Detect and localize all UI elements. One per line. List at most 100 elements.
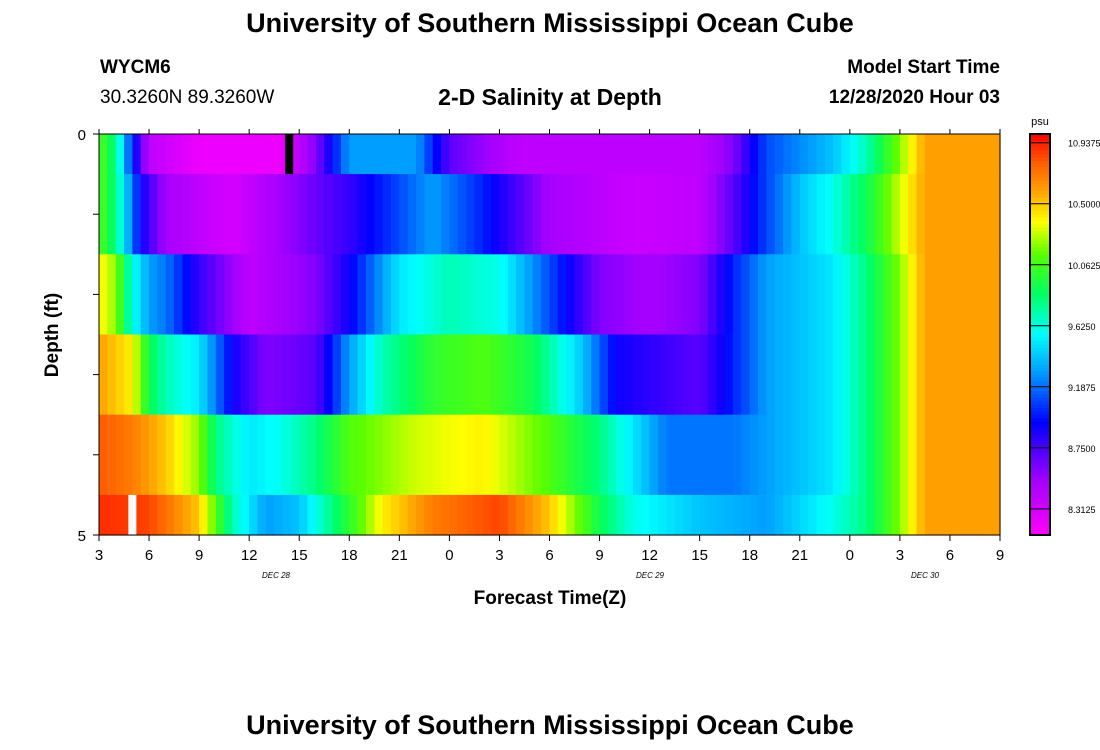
heatmap-cell-layer-1 bbox=[240, 174, 250, 255]
heatmap-cell-layer-5 bbox=[499, 494, 509, 536]
heatmap-cell-layer-5 bbox=[874, 494, 884, 536]
heatmap-cell-layer-5 bbox=[265, 494, 275, 536]
x-tick-label: 9 bbox=[595, 547, 603, 564]
heatmap-cell-layer-0 bbox=[991, 134, 1001, 175]
colorbar-segment bbox=[1030, 267, 1050, 272]
heatmap-cell-layer-2 bbox=[365, 254, 375, 336]
heatmap-cell-layer-0 bbox=[816, 134, 826, 175]
heatmap-cell-layer-5 bbox=[132, 494, 142, 536]
heatmap-cell-layer-5 bbox=[365, 494, 375, 536]
heatmap-cell-layer-5 bbox=[766, 494, 776, 536]
colorbar-segment bbox=[1030, 197, 1050, 202]
heatmap-cell-layer-2 bbox=[682, 254, 692, 336]
colorbar-segment bbox=[1030, 287, 1050, 292]
heatmap-cell-layer-3 bbox=[157, 334, 167, 416]
heatmap-cell-layer-1 bbox=[315, 174, 325, 255]
heatmap-cell-layer-4 bbox=[716, 414, 726, 496]
station-id: WYCM6 bbox=[100, 57, 171, 78]
heatmap-cell-layer-1 bbox=[699, 174, 709, 255]
heatmap-cell-layer-1 bbox=[833, 174, 843, 255]
heatmap-cell-layer-0 bbox=[716, 134, 726, 175]
heatmap-cell-layer-3 bbox=[115, 334, 125, 416]
heatmap-cell-layer-3 bbox=[574, 334, 584, 416]
heatmap-cell-layer-1 bbox=[941, 174, 951, 255]
heatmap-cell-layer-5 bbox=[374, 494, 384, 536]
heatmap-cell-layer-3 bbox=[349, 334, 359, 416]
colorbar-tick-label: 9.6250 bbox=[1068, 322, 1096, 332]
heatmap-cell-layer-0 bbox=[983, 134, 993, 175]
heatmap-cell-layer-3 bbox=[499, 334, 509, 416]
heatmap-cell-layer-4 bbox=[107, 414, 117, 496]
heatmap-cell-layer-1 bbox=[407, 174, 417, 255]
heatmap-cell-layer-5 bbox=[674, 494, 684, 536]
heatmap-cell-layer-1 bbox=[457, 174, 467, 255]
x-tick-label: 15 bbox=[291, 547, 308, 564]
colorbar-segment bbox=[1030, 337, 1050, 342]
colorbar-segment bbox=[1030, 227, 1050, 232]
heatmap-cell-layer-5 bbox=[424, 494, 434, 536]
heatmap-cell-layer-0 bbox=[883, 134, 893, 175]
heatmap-cell-layer-4 bbox=[924, 414, 934, 496]
colorbar-segment bbox=[1030, 257, 1050, 262]
heatmap-cell-layer-3 bbox=[657, 334, 667, 416]
heatmap-cell-layer-1 bbox=[799, 174, 809, 255]
heatmap-cell-layer-4 bbox=[215, 414, 225, 496]
heatmap-cell-layer-2 bbox=[215, 254, 225, 336]
heatmap-cell-layer-1 bbox=[666, 174, 676, 255]
heatmap-cell-layer-4 bbox=[649, 414, 659, 496]
heatmap-cell-layer-4 bbox=[416, 414, 425, 496]
heatmap-cell-layer-1 bbox=[524, 174, 534, 255]
heatmap-cell-layer-0 bbox=[399, 134, 409, 175]
heatmap-cell-layer-4 bbox=[891, 414, 901, 496]
heatmap-cell-layer-1 bbox=[949, 174, 959, 255]
heatmap-cell-layer-2 bbox=[174, 254, 184, 336]
colorbar-segment bbox=[1030, 327, 1050, 332]
heatmap-cell-layer-4 bbox=[232, 414, 242, 496]
heatmap-cell-layer-5 bbox=[974, 494, 984, 536]
heatmap-cell-layer-2 bbox=[491, 254, 501, 336]
heatmap-cell-layer-5 bbox=[724, 494, 734, 536]
heatmap-cell-layer-0 bbox=[958, 134, 968, 175]
heatmap-cell-layer-2 bbox=[783, 254, 793, 336]
heatmap-cell-layer-3 bbox=[249, 334, 259, 416]
heatmap-cell-layer-0 bbox=[641, 134, 651, 175]
heatmap-cell-layer-2 bbox=[140, 254, 150, 336]
heatmap-cell-layer-2 bbox=[282, 254, 292, 336]
heatmap-cell-layer-0 bbox=[591, 134, 601, 175]
heatmap-cell-layer-2 bbox=[190, 254, 200, 336]
heatmap-cell-layer-4 bbox=[858, 414, 868, 496]
heatmap-cell-layer-5 bbox=[182, 494, 192, 536]
heatmap-cell-layer-1 bbox=[657, 174, 667, 255]
colorbar-segment bbox=[1030, 224, 1050, 229]
heatmap-cell-layer-0 bbox=[290, 134, 300, 175]
colorbar-segment bbox=[1030, 404, 1050, 409]
heatmap-cell-layer-4 bbox=[299, 414, 309, 496]
colorbar: 10.9375 10.5000 10.0625 9.6250 9.1875 8.7500 8… bbox=[1029, 116, 1100, 536]
heatmap-cell-layer-0 bbox=[666, 134, 676, 175]
x-tick-label: 6 bbox=[946, 547, 954, 564]
heatmap-cell-layer-1 bbox=[816, 174, 826, 255]
heatmap-cell-layer-0 bbox=[616, 134, 626, 175]
heatmap-cell-layer-4 bbox=[541, 414, 551, 496]
heatmap-cell-layer-2 bbox=[624, 254, 634, 336]
heatmap-cell-layer-4 bbox=[557, 414, 567, 496]
heatmap-cell-layer-2 bbox=[349, 254, 359, 336]
heatmap-cell-layer-4 bbox=[174, 414, 184, 496]
x-date-label: DEC 29 bbox=[636, 571, 665, 580]
heatmap-cells bbox=[99, 134, 1001, 536]
heatmap-cell-layer-2 bbox=[449, 254, 459, 336]
heatmap-cell-layer-1 bbox=[582, 174, 592, 255]
heatmap-cell-layer-4 bbox=[624, 414, 634, 496]
heatmap-cell-layer-4 bbox=[841, 414, 851, 496]
heatmap-cell-layer-4 bbox=[991, 414, 1001, 496]
heatmap-cell-layer-1 bbox=[107, 174, 117, 255]
heatmap-cell-layer-3 bbox=[182, 334, 192, 416]
heatmap-cell-layer-1 bbox=[432, 174, 442, 255]
heatmap-cell-layer-3 bbox=[549, 334, 559, 416]
heatmap-cell-layer-2 bbox=[949, 254, 959, 336]
colorbar-segment bbox=[1030, 428, 1050, 433]
colorbar-segment bbox=[1030, 164, 1050, 169]
x-tick-label: 9 bbox=[996, 547, 1004, 564]
heatmap-cell-layer-2 bbox=[499, 254, 509, 336]
heatmap-cell-layer-4 bbox=[941, 414, 951, 496]
